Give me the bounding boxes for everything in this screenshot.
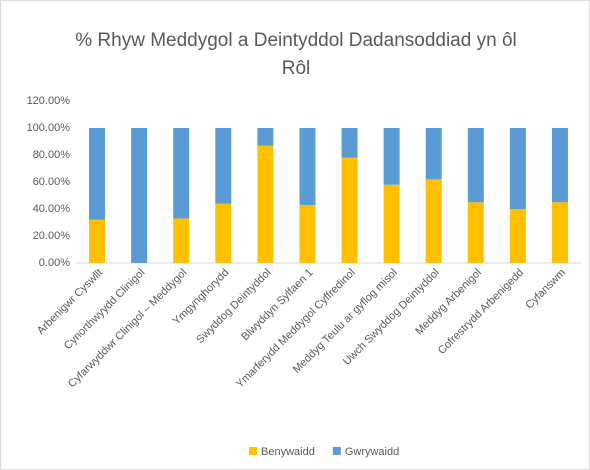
- chart-title: % Rhyw Meddygol a Deintyddol Dadansoddia…: [75, 30, 517, 79]
- bar-segment: [257, 145, 274, 263]
- bar-segment: [425, 128, 442, 180]
- bar-segment: [467, 128, 484, 203]
- bar-segment: [215, 203, 232, 263]
- y-tick-label: 40.00%: [33, 203, 71, 215]
- bar-segment: [131, 128, 148, 263]
- x-tick-label: Swyddog Deintyddol: [194, 267, 273, 346]
- bar-segment: [509, 209, 526, 263]
- bar-segment: [89, 219, 106, 263]
- bar-segment: [383, 184, 400, 263]
- bar-segment: [215, 128, 232, 204]
- legend-label: Gwrywaidd: [345, 446, 399, 458]
- x-tick-label: Blwyddyn Sylfaen 1: [239, 267, 315, 343]
- bar-segment: [299, 204, 316, 263]
- bar-segment: [89, 128, 106, 220]
- y-tick-label: 100.00%: [27, 122, 71, 134]
- bar-segment: [257, 128, 274, 146]
- y-tick-label: 60.00%: [33, 176, 71, 188]
- bar-segment: [173, 128, 190, 219]
- x-tick-label: Cynorthwyydd Clinigol: [62, 267, 147, 352]
- y-tick-label: 0.00%: [39, 257, 70, 269]
- bar-segment: [551, 202, 568, 263]
- y-tick-label: 120.00%: [27, 95, 71, 107]
- legend-swatch: [249, 447, 257, 455]
- bar-segment: [383, 128, 400, 185]
- bar-segment: [467, 202, 484, 263]
- bar-segment: [341, 128, 358, 158]
- bar-segment: [341, 157, 358, 263]
- bar-segment: [551, 128, 568, 203]
- y-tick-label: 80.00%: [33, 149, 71, 161]
- bar-segment: [173, 218, 190, 263]
- bar-segment: [509, 128, 526, 209]
- bar-segment: [299, 128, 316, 205]
- x-tick-label: Cofrestrydd Arbenigedd: [436, 267, 526, 357]
- x-tick-label: Cyfanswm: [523, 267, 568, 312]
- legend-swatch: [332, 447, 341, 455]
- bar-segment: [425, 179, 442, 263]
- legend-label: Benywaidd: [261, 446, 315, 458]
- y-tick-label: 20.00%: [33, 230, 71, 242]
